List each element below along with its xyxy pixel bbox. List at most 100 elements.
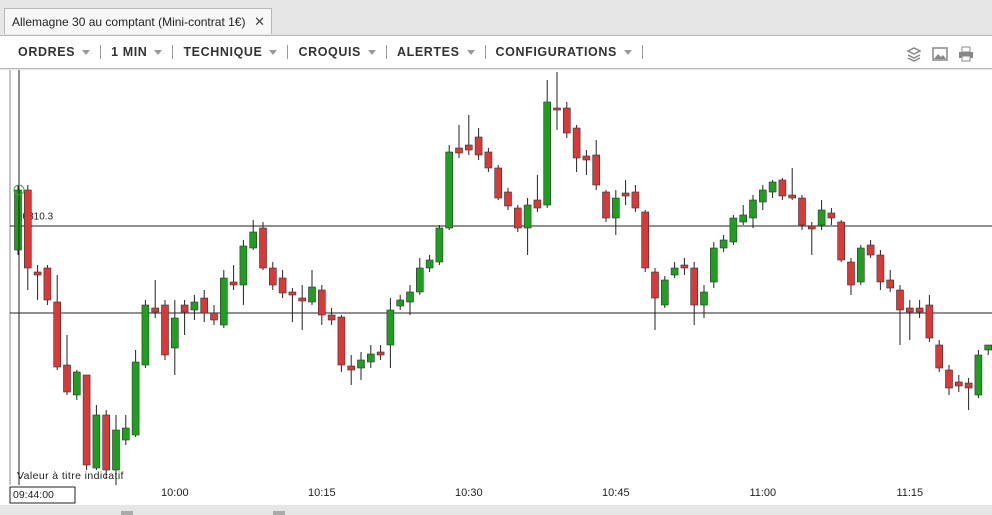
candle-body	[807, 225, 816, 230]
candle-body	[239, 245, 248, 286]
candle-body	[631, 191, 640, 209]
candle-body	[513, 207, 522, 229]
candle-body	[220, 277, 228, 326]
menu[interactable]: ORDRES	[8, 45, 102, 59]
candle-body	[249, 231, 257, 249]
candle-body	[719, 239, 728, 249]
candle-body	[298, 297, 307, 302]
candle-body	[621, 192, 630, 197]
candle-body	[758, 189, 767, 203]
candle-body	[171, 317, 179, 349]
x-tick-label: 10:45	[602, 487, 630, 499]
menu[interactable]: TECHNIQUE	[173, 45, 289, 59]
candle-body	[582, 155, 591, 161]
candle-body	[122, 427, 130, 441]
print-icon[interactable]	[958, 46, 974, 62]
candle-body	[798, 197, 806, 226]
candle-body	[161, 304, 169, 356]
candle-body	[288, 291, 297, 296]
candle-body	[778, 179, 787, 197]
candle-body	[964, 382, 973, 389]
x-tick-label: 10:30	[455, 487, 483, 499]
level-label: 10810.3	[17, 212, 54, 223]
candle-body	[915, 307, 924, 313]
candle-body	[73, 371, 81, 396]
scroll-handle[interactable]	[273, 511, 285, 515]
candle-body	[876, 254, 885, 283]
menu-label: TECHNIQUE	[183, 45, 263, 59]
candle-body	[445, 151, 454, 229]
candle-body	[847, 261, 855, 286]
candle-body	[63, 364, 71, 393]
candle-body	[817, 209, 826, 226]
candle-body	[229, 281, 238, 286]
candle-body	[602, 191, 610, 219]
menu-label: ALERTES	[397, 45, 460, 59]
menu-label: CROQUIS	[298, 45, 361, 59]
candle-body	[278, 277, 287, 294]
candle-body	[112, 429, 120, 471]
candle-body	[43, 267, 52, 301]
candle-body	[406, 291, 414, 303]
candle-body	[376, 351, 385, 356]
candle-body	[435, 227, 444, 263]
x-tick-label: 11:00	[749, 487, 776, 499]
x-tick-label: 10:00	[161, 487, 189, 499]
candle-body	[553, 107, 561, 111]
plot-area	[0, 70, 992, 485]
scroll-handle[interactable]	[121, 511, 133, 515]
cursor-time-box	[9, 486, 76, 504]
candle-body	[14, 189, 22, 251]
candle-body	[425, 259, 434, 269]
annotation: Valeur à titre indicatif	[17, 470, 124, 482]
candle-body	[455, 147, 463, 154]
menu-label: 1 MIN	[111, 45, 148, 59]
dropdown-arrow	[466, 49, 475, 55]
candle-body	[749, 199, 757, 219]
scroll-strip	[0, 505, 992, 515]
candle-body	[925, 304, 934, 339]
candle-body	[102, 414, 110, 471]
candle-body	[651, 271, 659, 299]
candle-body	[905, 307, 914, 313]
candle-body	[337, 316, 346, 366]
candle-body	[827, 212, 836, 219]
candle-body	[533, 199, 542, 209]
x-tick-label: 11:15	[896, 487, 923, 499]
candle-body	[357, 359, 365, 369]
toolbar-icons	[906, 46, 974, 62]
candle-body	[945, 369, 953, 389]
candle-body	[131, 361, 140, 436]
candle-body	[259, 227, 267, 269]
candle-body	[494, 167, 503, 199]
candle-body	[474, 136, 483, 156]
candle-body	[974, 354, 983, 396]
menu[interactable]: CROQUIS	[288, 45, 387, 59]
close-icon[interactable]: ✕	[254, 14, 265, 29]
image-icon[interactable]	[932, 46, 948, 62]
candle-body	[504, 191, 512, 207]
candle-body	[415, 267, 424, 293]
candle-body	[641, 211, 650, 269]
menu[interactable]: 1 MIN	[101, 45, 174, 59]
candle-body	[327, 314, 336, 321]
candle-body	[856, 247, 865, 283]
menu[interactable]: CONFIGURATIONS	[486, 45, 643, 59]
toolbar: ORDRES 1 MIN TECHNIQUE CROQUIS ALERTES CONFIG…	[0, 35, 992, 69]
candle-body	[141, 304, 150, 366]
menu[interactable]: ALERTES	[387, 45, 486, 59]
dropdown-arrow	[154, 49, 163, 55]
tab[interactable]: Allemagne 30 au comptant (Mini-contrat 1…	[4, 8, 272, 34]
candle-body	[53, 301, 62, 368]
candle-body	[210, 312, 218, 321]
candle-body	[386, 309, 395, 346]
candle-body	[23, 189, 32, 269]
layers-icon[interactable]	[906, 46, 922, 62]
dropdown-arrow	[269, 49, 278, 55]
candle-body	[562, 107, 571, 134]
candle-body	[660, 279, 669, 306]
candle-body	[837, 221, 846, 261]
candle-body	[317, 289, 326, 316]
candle-body	[739, 214, 748, 223]
